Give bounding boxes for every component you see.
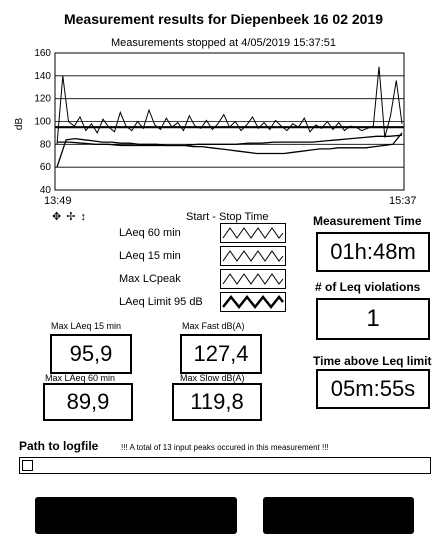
max-fast-display: 127,4 (180, 334, 262, 374)
legend-label-limit: LAeq Limit 95 dB (119, 296, 203, 308)
y-tick-label: 160 (34, 48, 51, 59)
y-tick-label: 80 (40, 139, 52, 150)
y-tick-label: 120 (34, 94, 51, 105)
max-fast-label: Max Fast dB(A) (182, 321, 245, 331)
action-button-left[interactable] (35, 497, 237, 534)
logfile-path-button[interactable] (22, 460, 33, 471)
y-tick-label: 100 (34, 117, 51, 128)
max-laeq15-display: 95,9 (50, 334, 132, 374)
legend-swatch-lcpeak (220, 269, 286, 289)
time-above-limit-display: 05m:55s (316, 369, 430, 409)
legend-swatch-laeq15 (220, 246, 286, 266)
max-laeq15-label: Max LAeq 15 min (51, 321, 122, 331)
x-tick-start: 13:49 (44, 195, 72, 207)
series-line-laeq-15-min (56, 132, 403, 168)
legend-label-lcpeak: Max LCpeak (119, 273, 181, 285)
y-tick-labels: 40 60 80 100 120 140 160 (34, 48, 51, 196)
series-line-laeq-60-min (57, 134, 403, 147)
leq-violations-display: 1 (316, 298, 430, 340)
logfile-label: Path to logfile (19, 439, 99, 453)
peaks-message: !!! A total of 13 input peaks occured in… (121, 443, 329, 452)
y-axis-label: dB (14, 118, 25, 131)
leq-violations-label: # of Leq violations (315, 280, 421, 294)
time-above-limit-label: Time above Leq limit (313, 354, 432, 368)
noise-chart: 40 60 80 100 120 140 160 dB 13:49 15:37 (14, 48, 417, 207)
series-group (55, 66, 404, 168)
max-slow-display: 119,8 (172, 383, 262, 421)
start-stop-time-label: Start - Stop Time (186, 211, 269, 223)
max-laeq60-label: Max LAeq 60 min (45, 373, 116, 383)
legend-label-laeq60: LAeq 60 min (119, 227, 181, 239)
measurement-time-display: 01h:48m (316, 232, 430, 272)
logfile-path-field[interactable] (19, 457, 431, 474)
legend-swatch-laeq60 (220, 223, 286, 243)
measurement-time-label: Measurement Time (313, 214, 422, 228)
cursor-tools-icon[interactable]: ✥ ✢ ↕ (52, 211, 88, 223)
action-button-right[interactable] (263, 497, 414, 534)
page-title: Measurement results for Diepenbeek 16 02… (63, 11, 384, 27)
legend-swatch-limit (220, 292, 286, 312)
max-laeq60-display: 89,9 (43, 383, 133, 421)
y-tick-label: 60 (40, 162, 52, 173)
x-tick-end: 15:37 (389, 195, 417, 207)
series-line-max-lcpeak (56, 66, 403, 145)
y-tick-label: 140 (34, 71, 51, 82)
y-tick-label: 40 (40, 185, 52, 196)
page-subtitle: Measurements stopped at 4/05/2019 15:37:… (110, 37, 337, 49)
legend-label-laeq15: LAeq 15 min (119, 250, 181, 262)
max-slow-label: Max Slow dB(A) (180, 373, 245, 383)
